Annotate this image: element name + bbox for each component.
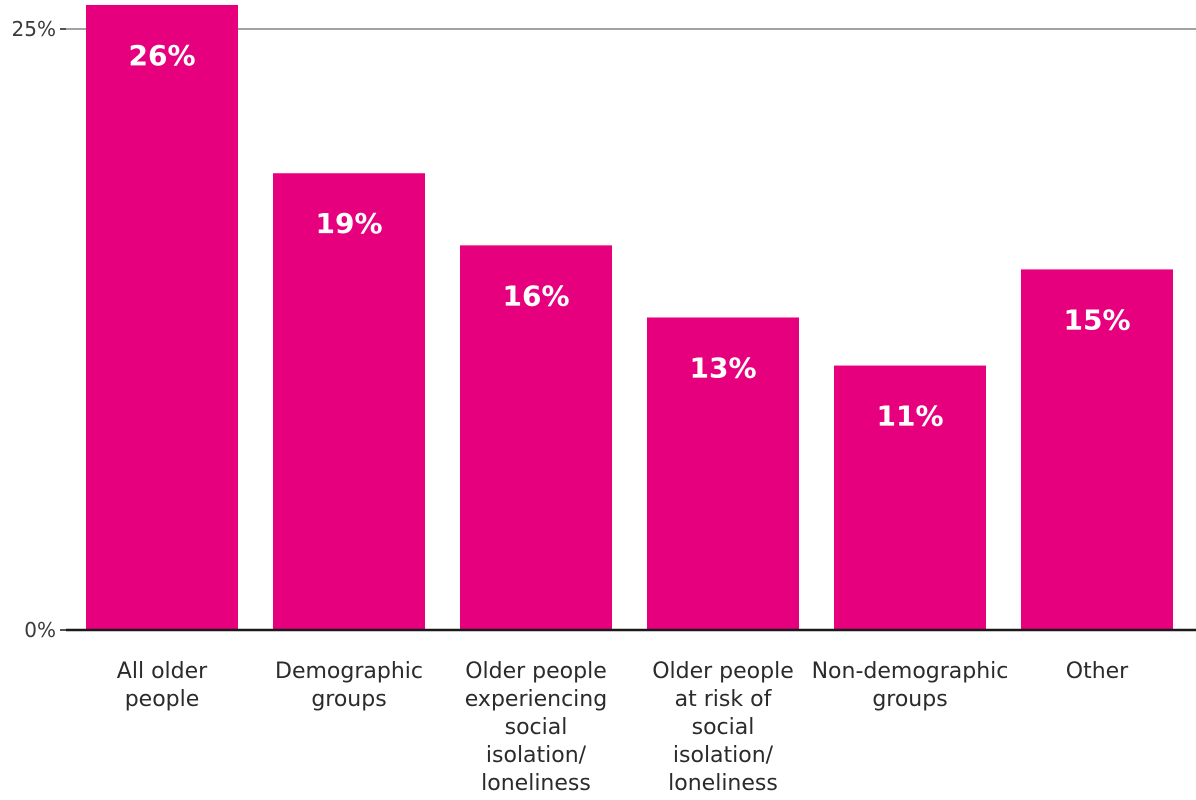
x-category-label-3: Older people at risk of social isolation/lo… <box>652 659 794 796</box>
y-tick-label-0: 0% <box>24 618 56 642</box>
bar-value-label-1: 19% <box>315 207 382 240</box>
bar-value-labels: 26% 19% 16% 13% 11% 15% <box>128 39 1130 433</box>
bar-4 <box>834 365 986 630</box>
bar-3 <box>647 317 799 630</box>
bar-value-label-4: 11% <box>876 400 943 433</box>
bar-value-label-2: 16% <box>502 279 569 312</box>
bar-0 <box>86 4 238 630</box>
bar-2 <box>460 245 612 631</box>
bar-value-label-5: 15% <box>1063 303 1130 336</box>
x-category-label-0: All older people <box>117 659 208 712</box>
x-category-label-4: Non-demographic groups <box>812 659 1009 712</box>
x-category-label-1: Demographic groups <box>275 659 423 712</box>
y-tick-label-1: 25% <box>12 17 56 41</box>
bar-value-label-3: 13% <box>689 351 756 384</box>
x-category-label-5: Other <box>1066 659 1129 684</box>
x-category-label-2: Older people experiencing social isolation/… <box>465 659 607 796</box>
bars <box>86 4 1173 631</box>
bar-5 <box>1021 269 1173 630</box>
x-axis-category-labels: All older people Demographic groups Older pe… <box>117 659 1129 796</box>
bar-value-label-0: 26% <box>128 39 195 72</box>
y-axis-ticks: 0% 25% <box>12 17 66 642</box>
bar-1 <box>273 173 425 631</box>
